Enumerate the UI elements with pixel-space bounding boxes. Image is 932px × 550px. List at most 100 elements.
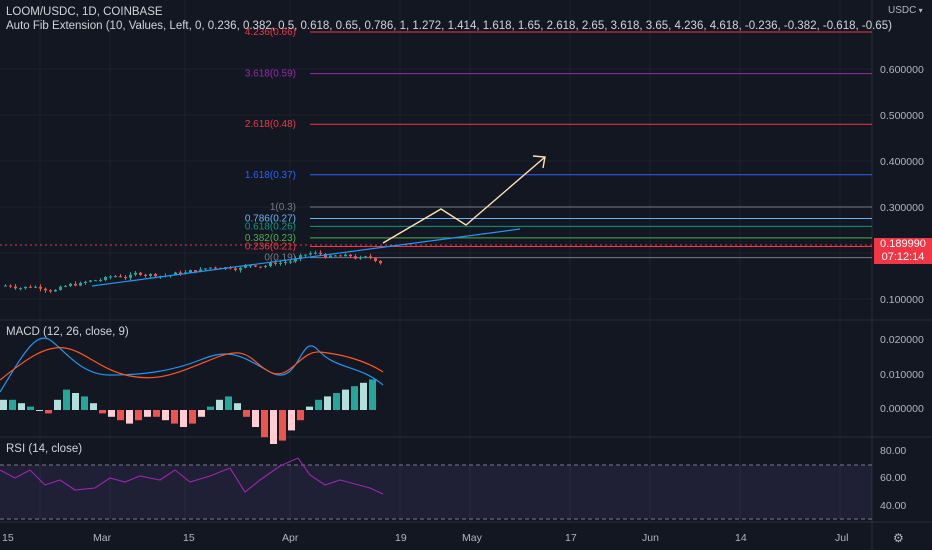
candle <box>274 262 277 264</box>
macd-line <box>0 337 384 393</box>
macd-histogram-bar <box>9 399 16 410</box>
candle <box>79 282 82 286</box>
candle <box>254 265 257 267</box>
macd-tick: 0.000000 <box>880 403 924 415</box>
macd-histogram-bar <box>99 410 106 414</box>
candle <box>129 274 132 278</box>
candle <box>84 281 87 283</box>
drawings[interactable] <box>91 155 546 287</box>
fib-label: 3.618(0.59) <box>245 69 296 80</box>
candle <box>44 288 47 291</box>
candle <box>354 256 357 259</box>
macd-tick: 0.020000 <box>880 334 924 346</box>
macd-histogram-bar <box>72 393 79 410</box>
candle <box>19 288 22 290</box>
candle <box>69 283 72 286</box>
bar-countdown: 07:12:14 <box>881 251 925 263</box>
candle <box>34 286 37 288</box>
price-tick: 0.400000 <box>880 156 924 168</box>
candle <box>149 273 152 276</box>
candle <box>379 260 382 264</box>
symbol-title[interactable]: LOOM/USDC, 1D, COINBASE <box>6 6 163 18</box>
macd-histogram-bar <box>63 389 70 410</box>
candle <box>49 290 52 292</box>
last-price: 0.189990 <box>880 238 926 250</box>
candle <box>89 280 92 282</box>
fib-label: 0(0.19) <box>264 253 296 264</box>
candle <box>99 280 102 282</box>
macd-histogram-bar <box>252 410 259 427</box>
candle <box>104 277 107 281</box>
projection-path <box>382 156 546 244</box>
time-tick: 19 <box>395 532 407 544</box>
candle <box>119 276 122 278</box>
macd-histogram-bar <box>108 410 115 417</box>
candle <box>259 266 262 268</box>
macd-histogram-bar <box>261 410 268 438</box>
macd-histogram-bar <box>351 386 358 410</box>
candle <box>234 268 237 271</box>
macd-histogram-bar <box>54 399 61 410</box>
price-tick: 0.600000 <box>880 64 924 76</box>
macd-histogram-bar <box>189 410 196 424</box>
rsi-tick: 80.00 <box>880 445 906 457</box>
candle <box>154 273 157 277</box>
candle <box>9 285 12 287</box>
candle <box>59 286 62 290</box>
rsi-line <box>0 457 384 495</box>
macd-histogram-bar <box>135 410 142 421</box>
fib-indicator-legend[interactable]: Auto Fib Extension (10, Values, Left, 0,… <box>6 20 892 32</box>
candle <box>74 283 77 286</box>
macd-tick: 0.010000 <box>880 369 924 381</box>
fib-label: 2.618(0.48) <box>245 119 296 130</box>
macd-histogram-bar <box>243 410 250 417</box>
macd-histogram-bar <box>90 403 97 410</box>
price-axis[interactable]: 0.6000000.5000000.4000000.3000000.200000… <box>880 64 924 512</box>
time-tick: Jul <box>835 532 848 544</box>
candle <box>299 255 302 259</box>
fib-label: 0.618(0.26) <box>245 221 296 232</box>
candle <box>194 270 197 272</box>
price-tick: 0.300000 <box>880 202 924 214</box>
candle <box>24 286 27 289</box>
candle <box>349 254 352 257</box>
candle <box>199 269 202 272</box>
candle <box>134 272 137 275</box>
candle <box>294 258 297 262</box>
macd-histogram-bar <box>270 410 277 444</box>
candle <box>204 268 207 270</box>
candle <box>209 267 212 269</box>
currency-selector[interactable]: USDC <box>888 5 923 16</box>
candle <box>144 274 147 276</box>
macd-histogram-bar <box>225 396 232 410</box>
candle <box>324 253 327 258</box>
time-tick: 14 <box>735 532 747 544</box>
fib-levels: 4.236(0.66) 3.618(0.59) 2.618(0.48) 1.618(0… <box>0 27 872 264</box>
time-axis[interactable]: 15 Mar 15 Apr 19 May 17 Jun 14 Jul ⚙ <box>2 531 904 545</box>
macd-legend[interactable]: MACD (12, 26, close, 9) <box>6 326 129 338</box>
candle <box>339 255 342 257</box>
macd-histogram-bar <box>342 389 349 410</box>
macd-histogram-bar <box>216 399 223 410</box>
candle <box>14 286 17 289</box>
candle <box>239 267 242 271</box>
macd-pane <box>0 337 384 444</box>
macd-histogram-bar <box>81 396 88 410</box>
candle <box>304 254 307 256</box>
macd-histogram-bar <box>126 410 133 424</box>
fib-label: 1(0.3) <box>270 202 296 213</box>
time-tick: 15 <box>2 532 14 544</box>
macd-histogram-bar <box>333 393 340 410</box>
macd-histogram-bar <box>27 406 34 410</box>
macd-histogram-bar <box>117 410 124 421</box>
candle <box>359 257 362 259</box>
macd-histogram-bar <box>297 410 304 421</box>
candle <box>364 256 367 258</box>
candle <box>29 286 32 288</box>
candle <box>329 255 332 258</box>
candle <box>214 267 217 269</box>
rsi-legend[interactable]: RSI (14, close) <box>6 443 83 455</box>
candle <box>279 262 282 264</box>
settings-gear-icon[interactable]: ⚙ <box>893 531 904 545</box>
